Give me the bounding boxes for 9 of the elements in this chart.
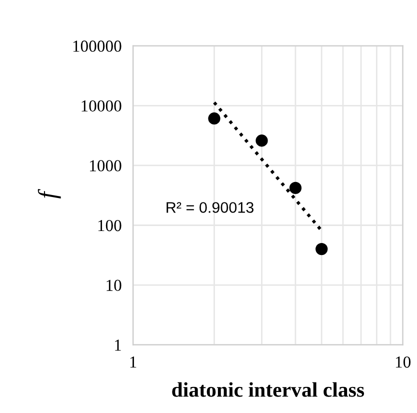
y-tick-label: 1 (115, 340, 121, 351)
y-tick-label: 10 (106, 280, 122, 291)
annotation: R² = 0.90013 (166, 202, 254, 213)
x-axis-title: diatonic interval class (172, 382, 364, 397)
y-tick-label: 100 (98, 220, 122, 232)
y-axis-title: f (38, 188, 61, 199)
y-tick-label: 100000 (73, 40, 122, 52)
y-tick-label: 1000 (90, 160, 122, 172)
y-tick-label: 10000 (82, 100, 122, 112)
